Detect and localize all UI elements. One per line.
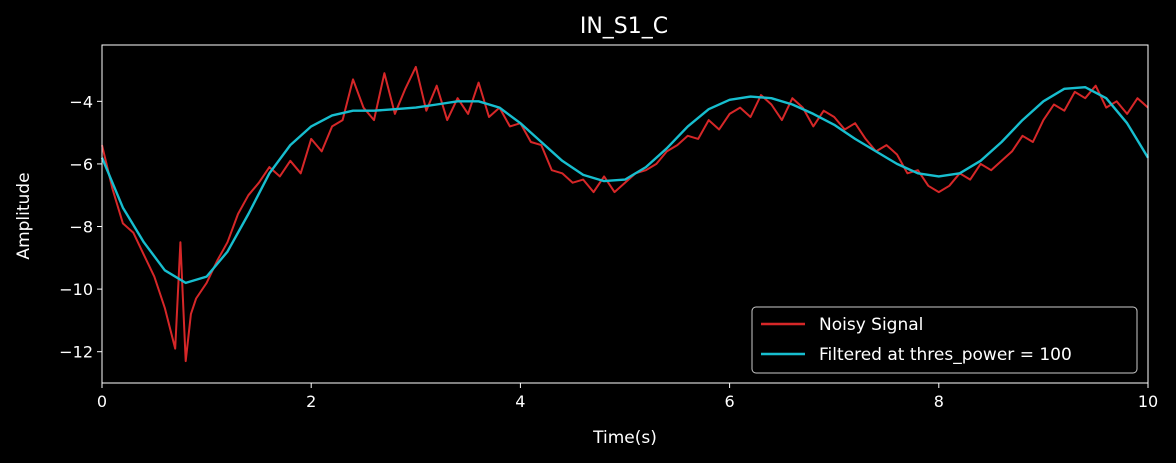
legend: Noisy Signal Filtered at thres_power = 1… xyxy=(751,306,1138,374)
series-line-noisy-signal xyxy=(101,65,1149,363)
x-axis-ticks: 0 2 4 6 8 10 xyxy=(97,383,1158,411)
legend-box xyxy=(751,306,1138,374)
chart-title: IN_S1_C xyxy=(580,14,668,39)
x-axis-label: Time(s) xyxy=(592,428,657,448)
y-axis-label: Amplitude xyxy=(14,172,34,259)
y-tick-label: −8 xyxy=(69,218,93,237)
legend-label-noisy-signal: Noisy Signal xyxy=(819,315,923,335)
x-tick-label: 6 xyxy=(725,392,735,411)
legend-label-filtered: Filtered at thres_power = 100 xyxy=(819,345,1072,365)
x-tick-label: 0 xyxy=(97,392,107,411)
y-tick-label: −12 xyxy=(59,343,93,362)
y-tick-label: −4 xyxy=(69,92,93,111)
x-tick-label: 2 xyxy=(306,392,316,411)
y-axis-ticks: −12 −10 −8 −6 −4 xyxy=(59,92,102,362)
series-line-filtered xyxy=(100,85,1150,285)
y-tick-label: −6 xyxy=(69,155,93,174)
series-layer xyxy=(100,65,1150,363)
plot-frame xyxy=(101,44,1149,384)
x-tick-label: 8 xyxy=(934,392,944,411)
x-tick-label: 10 xyxy=(1138,392,1158,411)
y-tick-label: −10 xyxy=(59,280,93,299)
x-tick-label: 4 xyxy=(515,392,525,411)
